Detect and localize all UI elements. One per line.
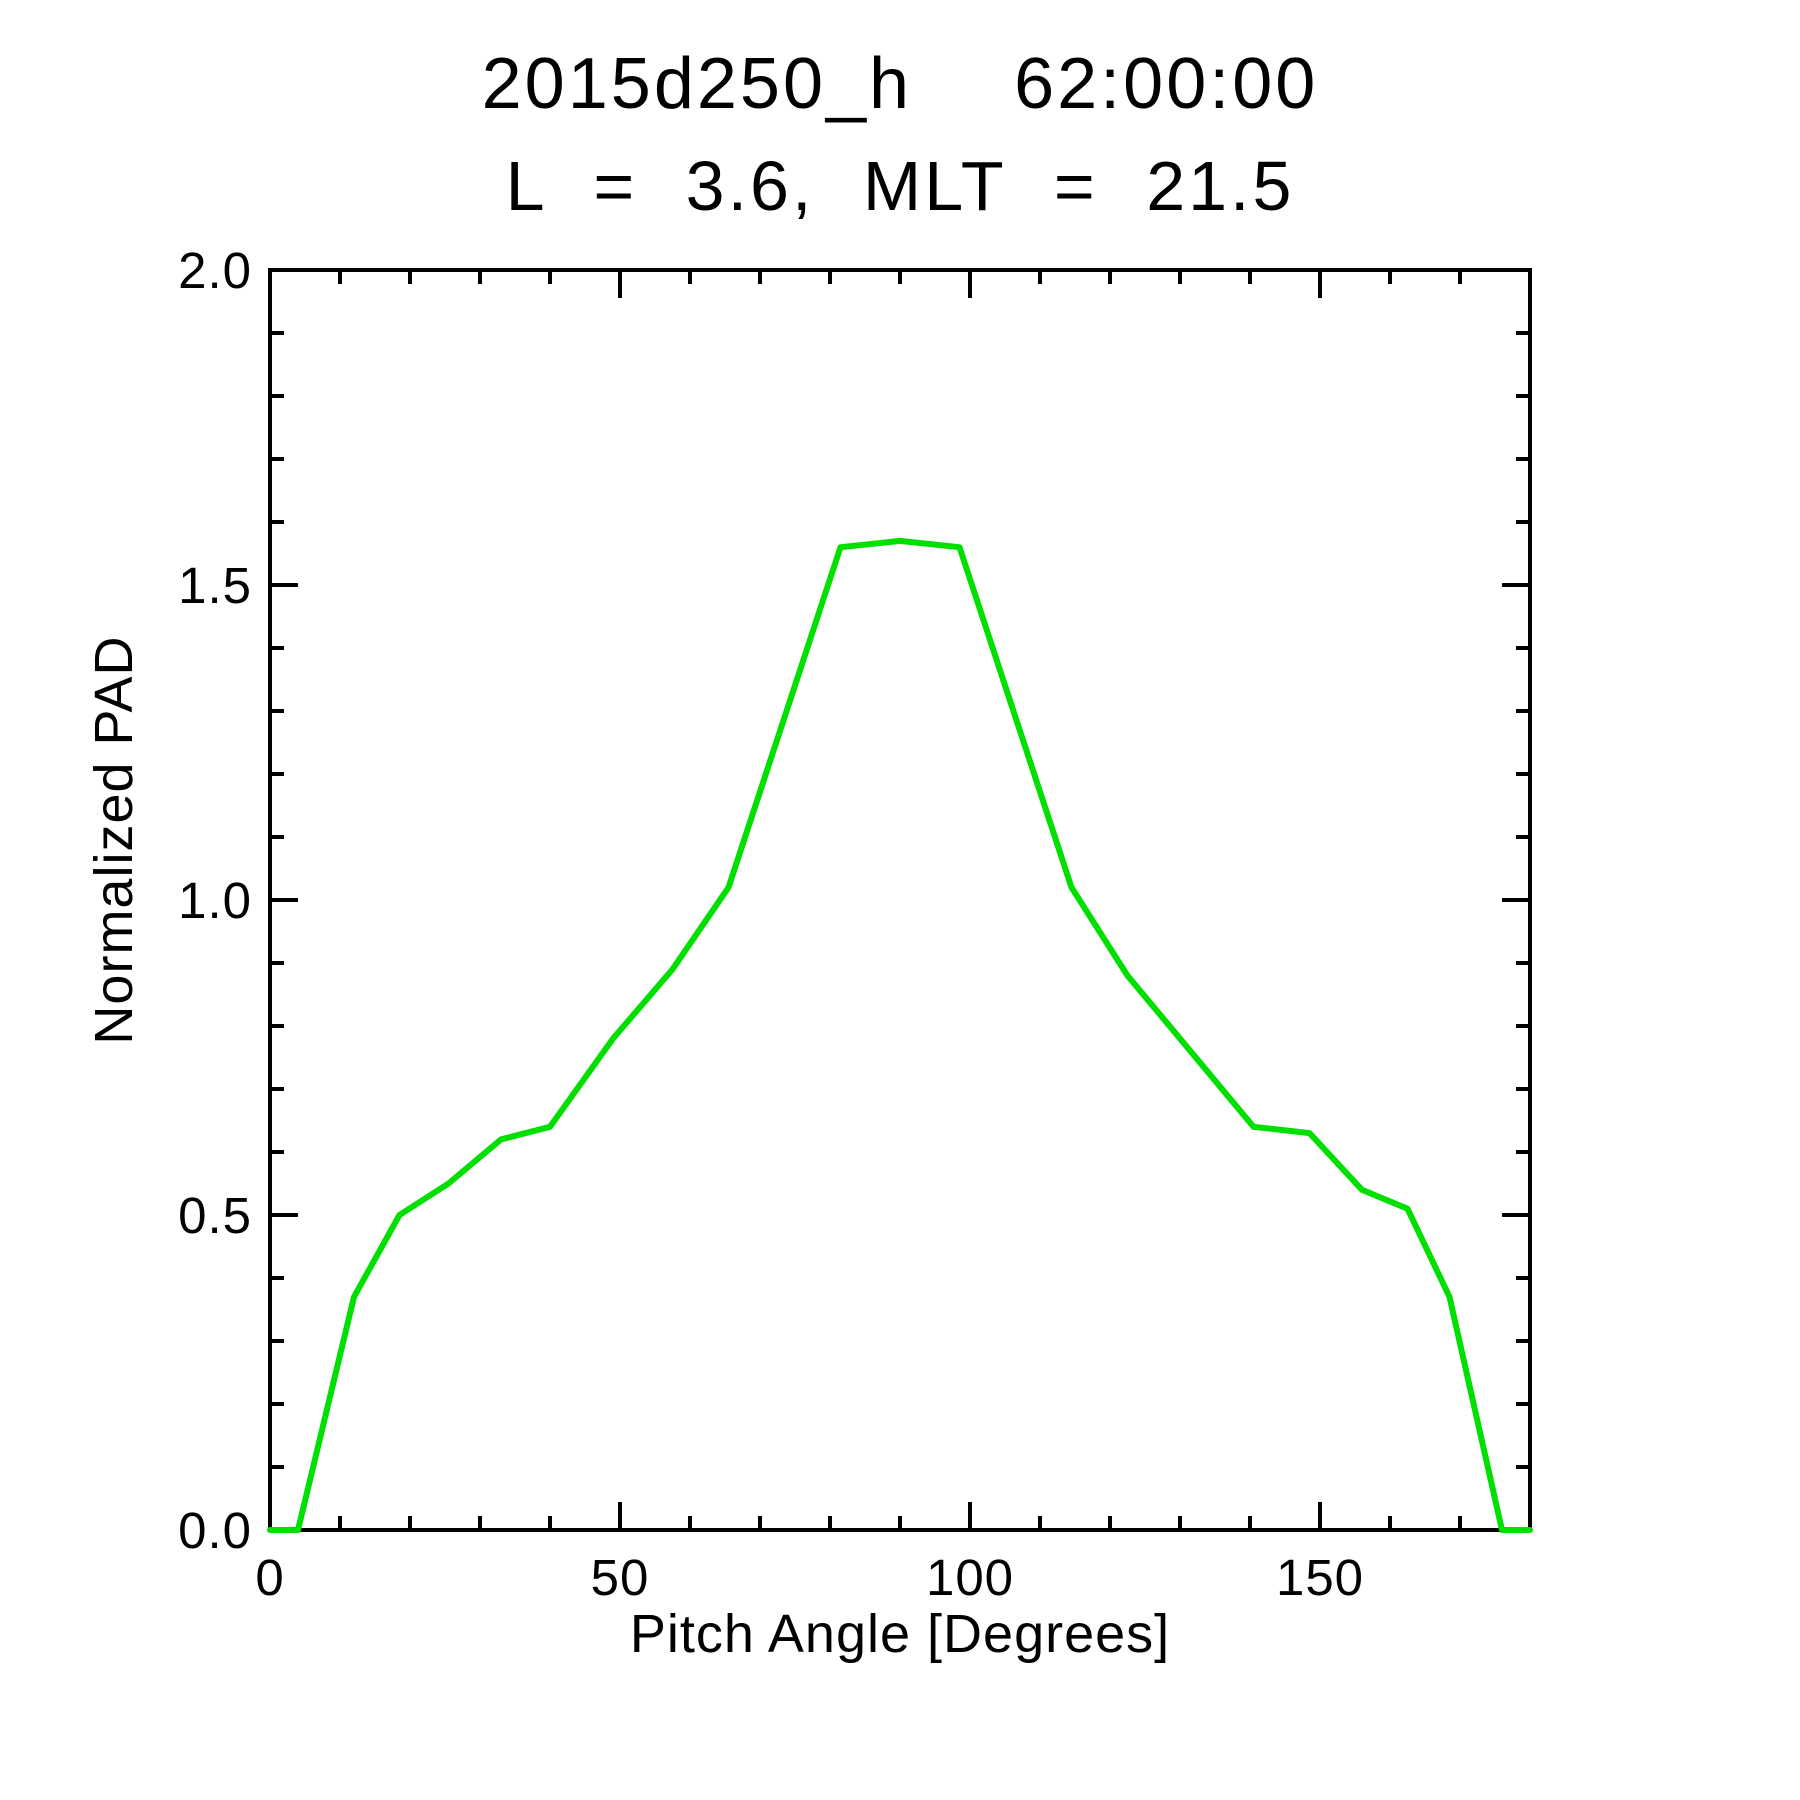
tick-labels: 0 50 100 150 0.0 0.5 1.0 1.5 2.0 xyxy=(178,242,1364,1606)
x-tick-label: 150 xyxy=(1276,1549,1364,1606)
y-tick-label: 1.5 xyxy=(178,557,252,614)
y-tick-label: 1.0 xyxy=(178,872,252,929)
x-tick-label: 100 xyxy=(926,1549,1014,1606)
axes xyxy=(268,268,1532,1532)
chart-title: 2015d250_h 62:00:00 xyxy=(482,44,1319,124)
x-axis-title: Pitch Angle [Degrees] xyxy=(630,1604,1170,1664)
x-tick-label: 0 xyxy=(255,1549,284,1606)
chart-subtitle: L = 3.6, MLT = 21.5 xyxy=(506,147,1295,225)
y-tick-label: 2.0 xyxy=(178,242,252,299)
y-tick-label: 0.0 xyxy=(178,1502,252,1559)
plot-box xyxy=(268,268,1532,1532)
x-tick-label: 50 xyxy=(591,1549,650,1606)
y-tick-label: 0.5 xyxy=(178,1187,252,1244)
pad-curve xyxy=(267,537,1533,1533)
y-axis-title: Normalized PAD xyxy=(84,635,144,1044)
